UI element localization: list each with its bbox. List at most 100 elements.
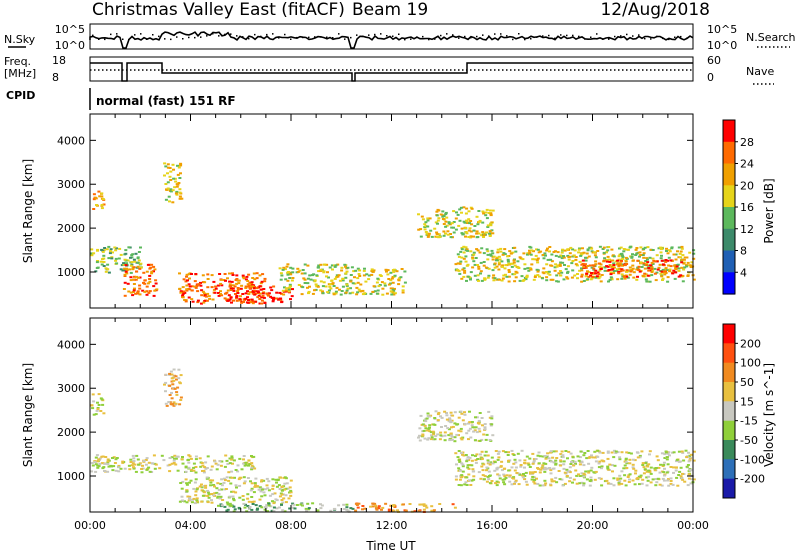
data-cell bbox=[232, 497, 235, 500]
data-cell bbox=[248, 287, 252, 290]
data-cell bbox=[176, 469, 180, 472]
data-cell bbox=[363, 267, 366, 270]
data-cell bbox=[371, 505, 375, 508]
data-cell bbox=[457, 434, 460, 437]
data-cell bbox=[493, 461, 497, 464]
data-cell bbox=[185, 275, 188, 278]
data-cell bbox=[421, 218, 425, 221]
data-cell bbox=[631, 479, 635, 482]
data-cell bbox=[690, 478, 694, 481]
data-cell bbox=[246, 283, 250, 286]
data-cell bbox=[538, 455, 542, 458]
nsearch-dot bbox=[284, 33, 286, 36]
data-cell bbox=[194, 494, 198, 497]
data-cell bbox=[181, 286, 185, 289]
data-cell bbox=[192, 466, 196, 469]
data-cell bbox=[224, 279, 227, 282]
data-cell bbox=[639, 246, 643, 249]
data-cell bbox=[559, 453, 563, 456]
data-cell bbox=[480, 279, 484, 282]
data-cell bbox=[456, 423, 460, 426]
data-cell bbox=[478, 453, 482, 456]
data-cell bbox=[231, 287, 235, 290]
data-cell bbox=[432, 510, 436, 513]
data-cell bbox=[588, 484, 592, 487]
data-cell bbox=[297, 284, 301, 286]
data-cell bbox=[577, 473, 580, 476]
data-cell bbox=[344, 265, 347, 268]
data-cell bbox=[92, 252, 96, 255]
data-cell bbox=[252, 455, 256, 458]
data-cell bbox=[647, 269, 651, 272]
data-cell bbox=[464, 246, 468, 249]
data-cell bbox=[421, 433, 425, 436]
data-cell bbox=[289, 494, 293, 497]
data-cell bbox=[535, 259, 539, 262]
data-cell bbox=[630, 255, 634, 258]
data-cell bbox=[306, 264, 310, 267]
data-cell bbox=[536, 482, 540, 485]
data-cell bbox=[530, 263, 534, 266]
nsearch-dot bbox=[602, 38, 604, 40]
data-cell bbox=[686, 261, 690, 264]
data-cell bbox=[606, 265, 610, 268]
data-cell bbox=[646, 465, 650, 468]
data-cell bbox=[465, 207, 469, 210]
data-cell bbox=[284, 268, 287, 271]
data-cell bbox=[664, 270, 667, 273]
data-cell bbox=[452, 226, 455, 229]
data-cell bbox=[417, 509, 421, 512]
data-cell bbox=[665, 247, 668, 250]
data-cell bbox=[618, 267, 622, 270]
data-cell bbox=[247, 284, 251, 287]
data-cell bbox=[457, 255, 461, 258]
data-cell bbox=[263, 488, 267, 491]
data-cell bbox=[94, 270, 98, 273]
data-cell bbox=[460, 256, 464, 259]
data-cell bbox=[580, 280, 584, 283]
data-cell bbox=[632, 271, 636, 274]
data-cell bbox=[490, 229, 494, 232]
data-cell bbox=[129, 264, 133, 267]
data-cell bbox=[319, 268, 323, 271]
data-cell bbox=[202, 491, 206, 494]
data-cell bbox=[198, 485, 202, 488]
data-cell bbox=[644, 260, 648, 262]
data-cell bbox=[428, 217, 432, 220]
data-cell bbox=[218, 460, 222, 463]
data-cell bbox=[353, 276, 356, 279]
data-cell bbox=[679, 274, 683, 277]
data-cell bbox=[560, 450, 564, 453]
data-cell bbox=[606, 467, 610, 470]
data-cell bbox=[631, 458, 635, 461]
nsearch-dot bbox=[476, 35, 478, 38]
data-cell bbox=[262, 291, 266, 294]
data-cell bbox=[222, 481, 226, 484]
data-cell bbox=[146, 282, 150, 285]
data-cell bbox=[247, 273, 251, 276]
data-cell bbox=[288, 277, 292, 279]
data-cell bbox=[397, 278, 401, 281]
data-cell bbox=[496, 251, 500, 254]
data-cell bbox=[280, 292, 283, 295]
data-cell bbox=[459, 430, 463, 433]
data-cell bbox=[214, 287, 218, 290]
data-cell bbox=[235, 295, 239, 298]
data-cell bbox=[200, 294, 204, 297]
data-cell bbox=[256, 507, 259, 510]
data-cell bbox=[291, 267, 295, 270]
data-cell bbox=[551, 467, 555, 470]
data-cell bbox=[447, 221, 451, 224]
data-cell bbox=[561, 248, 565, 251]
data-cell bbox=[119, 253, 123, 256]
data-cell bbox=[483, 232, 487, 235]
data-cell bbox=[253, 485, 257, 488]
data-cell bbox=[419, 235, 423, 238]
data-cell bbox=[203, 281, 207, 284]
data-cell bbox=[145, 270, 149, 273]
data-cell bbox=[168, 167, 172, 169]
data-cell bbox=[233, 476, 236, 479]
data-cell bbox=[653, 267, 657, 270]
data-cell bbox=[455, 463, 458, 466]
data-cell bbox=[114, 458, 118, 461]
